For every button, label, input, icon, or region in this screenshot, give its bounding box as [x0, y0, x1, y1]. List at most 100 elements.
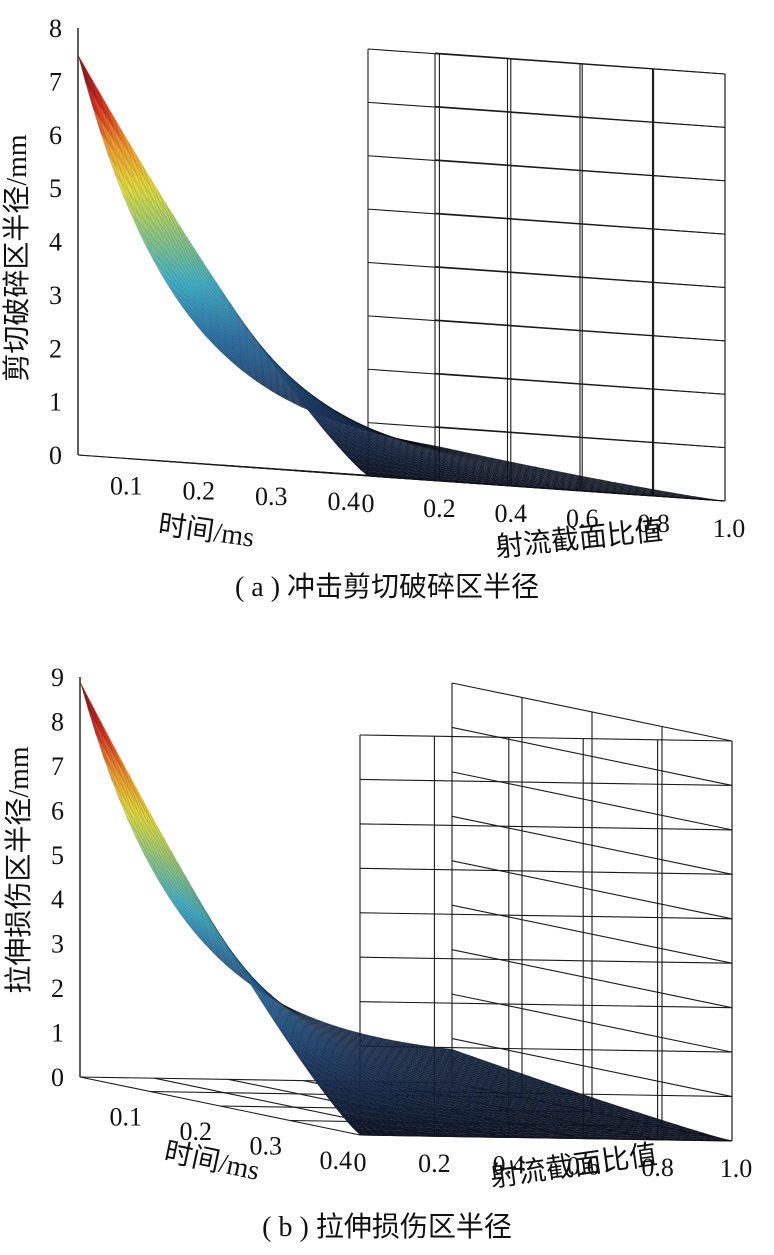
y-tick-label: 0 [354, 1148, 367, 1177]
y-tick-label: 0.4 [495, 499, 528, 528]
y-tick-label: 0.8 [641, 1153, 674, 1182]
y-tick-label: 1.0 [720, 1154, 753, 1183]
x-tick-label: 0.2 [183, 477, 216, 506]
surface-patch [531, 486, 547, 489]
x-tick-label: 0.2 [180, 1117, 213, 1146]
surface-patch [702, 498, 718, 501]
y-axis-label: 射流截面比值 [488, 1139, 659, 1194]
surface-patch [643, 494, 659, 497]
x-tick-label: 0.3 [250, 1132, 283, 1161]
surface-patch [650, 495, 666, 497]
surface-patch [461, 1133, 477, 1138]
surface-patch [435, 477, 450, 482]
z-tick-label: 8 [49, 14, 62, 43]
surface-patch [658, 495, 673, 498]
z-tick-label: 0 [51, 1063, 64, 1092]
surface-patch [79, 681, 95, 722]
surface-patch [352, 1128, 369, 1136]
surface-patch [695, 498, 711, 501]
side-wall-grid-horizontal [359, 778, 733, 786]
surface-patch [469, 1133, 485, 1138]
z-tick-label: 4 [51, 885, 64, 914]
surface-patch [591, 490, 607, 493]
surface [77, 54, 726, 502]
surface-patch [600, 1136, 616, 1140]
y-tick-label: 0.8 [637, 509, 670, 538]
back-wall-grid-horizontal [451, 682, 733, 742]
x-tick-label: 0.4 [320, 1146, 353, 1175]
surface-patch [710, 499, 726, 502]
surface-patch [639, 1137, 655, 1140]
surface-patch [391, 1130, 408, 1136]
surface-patch [479, 481, 495, 486]
surface-patch [539, 486, 554, 490]
surface-patch [693, 1138, 709, 1141]
y-tick-label: 0.6 [566, 504, 599, 533]
z-tick-label: 2 [51, 974, 64, 1003]
z-tick-label: 2 [49, 334, 62, 363]
surface-patch [670, 1137, 686, 1141]
caption-a: ( a ) 冲击剪切破碎区半径 [234, 572, 540, 603]
y-tick-label: 0.6 [567, 1152, 600, 1181]
y-tick-label: 0 [362, 489, 375, 518]
x-axis-label: 时间/ms [156, 509, 256, 554]
surface-patch [449, 479, 465, 483]
surface-patch [687, 497, 703, 500]
z-tick-label: 7 [51, 752, 64, 781]
side-wall-grid-horizontal [367, 155, 726, 182]
y-tick-label: 1.0 [713, 514, 746, 543]
surface-patch [680, 497, 696, 500]
surface-patch [472, 481, 488, 485]
surface-patch [422, 1131, 438, 1137]
surface-patch [420, 476, 435, 481]
surface-patch [397, 474, 413, 480]
side-wall-grid-horizontal [359, 823, 733, 831]
x-tick-label: 0.1 [110, 1103, 143, 1132]
z-tick-label: 3 [49, 281, 62, 310]
surface-patch [624, 1137, 640, 1140]
x-tick-label: 0.1 [110, 471, 143, 500]
surface-patch [608, 1136, 624, 1140]
surface-patch [576, 489, 592, 492]
surface-patch [662, 1137, 678, 1141]
side-wall-grid-horizontal [367, 368, 726, 395]
side-wall-grid-horizontal [367, 101, 726, 128]
z-tick-label: 8 [51, 707, 64, 736]
surface [79, 681, 733, 1142]
side-wall-grid-horizontal [359, 1001, 733, 1009]
surface-patch [464, 480, 480, 484]
surface-patch [531, 1135, 547, 1139]
surface-patch [507, 1134, 523, 1138]
surface-patch [77, 54, 93, 95]
z-tick-label: 6 [51, 796, 64, 825]
chart-panel-a: 0 1 2 3 4 5 6 7 8 0.1 0.2 0.3 0.4 0 0.2 0.4 0.6 0.8 1.0 剪切破… [0, 0, 774, 610]
z-axis-label: 拉伸损伤区半径/mm [3, 746, 35, 994]
surface-patch [360, 469, 376, 477]
caption-b: ( b ) 拉伸损伤区半径 [262, 1212, 512, 1243]
surface-patch [524, 485, 540, 489]
surface-patch [631, 1137, 647, 1140]
surface-patch [375, 471, 391, 478]
surface-patch [598, 491, 614, 494]
surface-patch [647, 1137, 663, 1141]
floor-grid [79, 1076, 361, 1136]
y-tick-label: 0.2 [423, 494, 456, 523]
z-tick-label: 1 [49, 388, 62, 417]
surface-patch [616, 1136, 632, 1140]
chart-panel-b: 0 1 2 3 4 5 6 7 8 9 0.1 0.2 0.3 0.4 0 0.2 0.4 0.6 0.8 1.0 拉伸… [0, 620, 774, 1255]
z-tick-label: 3 [51, 930, 64, 959]
side-wall-grid-horizontal [367, 422, 726, 449]
surface-patch [585, 1136, 601, 1140]
side-wall-grid-horizontal [359, 734, 733, 742]
z-tick-label: 1 [51, 1019, 64, 1048]
surface-patch [655, 1137, 671, 1141]
surface-patch [686, 1138, 702, 1141]
z-tick-label: 7 [49, 67, 62, 96]
x-tick-label: 0.4 [328, 487, 361, 516]
surface-patch [453, 1132, 469, 1137]
z-tick-label: 4 [49, 228, 62, 257]
